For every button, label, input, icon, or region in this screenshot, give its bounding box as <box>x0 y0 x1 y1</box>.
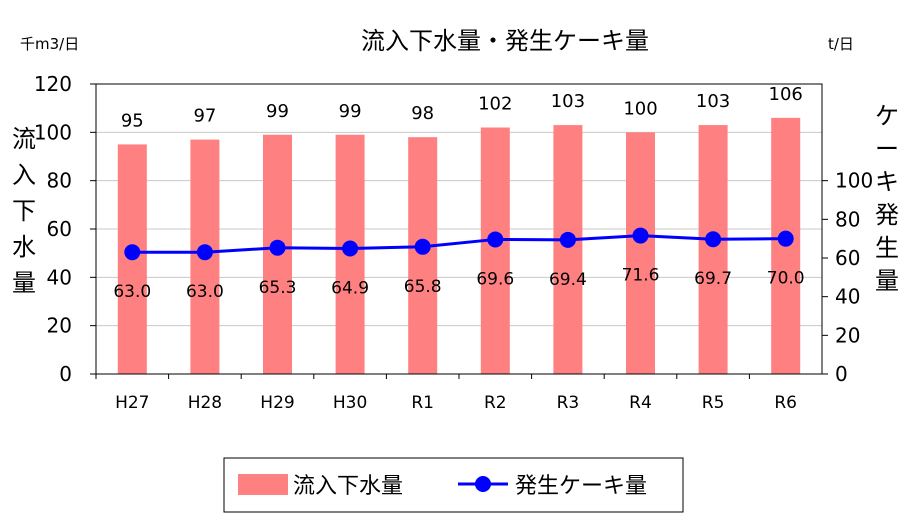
line-point <box>777 230 794 247</box>
left-tick-label: 40 <box>47 265 72 289</box>
line-value-label: 64.9 <box>331 279 369 299</box>
right-tick-label: 20 <box>835 323 860 347</box>
line-series <box>124 227 794 261</box>
legend: 流入下水量 発生ケーキ量 <box>223 457 684 513</box>
bar-value-label: 102 <box>478 94 512 115</box>
legend-line-label: 発生ケーキ量 <box>515 474 647 499</box>
line-value-label: 63.0 <box>186 282 224 302</box>
data-labels: 95 97 99 99 98 102 103 100 103 106 63.0 63.0 65.3 64.… <box>113 84 804 302</box>
line-point <box>124 244 141 261</box>
x-tick-label: R5 <box>702 393 725 413</box>
bar-value-label: 103 <box>696 91 730 112</box>
right-axis-unit: t/日 <box>828 35 854 53</box>
axis-label-char: 量 <box>12 269 36 297</box>
line-point <box>342 240 359 257</box>
line-value-label: 71.6 <box>622 266 660 286</box>
left-axis-label: 流入下水量 <box>12 125 36 297</box>
bar-series <box>117 117 801 374</box>
x-tick-label: R4 <box>629 393 652 413</box>
x-tick-label: R1 <box>411 393 434 413</box>
legend-frame <box>223 457 684 513</box>
legend-bar-label: 流入下水量 <box>293 474 403 499</box>
left-tick-label: 20 <box>47 314 72 338</box>
line-value-label: 63.0 <box>113 282 151 302</box>
line-value-label: 70.0 <box>767 269 805 289</box>
bar-value-label: 99 <box>266 101 289 122</box>
axis-label-char: 発 <box>875 201 899 229</box>
bar-value-label: 97 <box>193 106 216 127</box>
right-tick-label: 0 <box>835 362 848 386</box>
axis-label-char: ー <box>875 135 899 163</box>
right-tick-label: 60 <box>835 246 860 270</box>
axis-label-char: キ <box>875 168 899 196</box>
legend-bar-swatch <box>238 474 288 495</box>
bar <box>698 125 728 374</box>
bar <box>626 132 655 374</box>
right-tick-label: 80 <box>835 207 860 231</box>
bar <box>408 137 438 374</box>
line-point <box>632 227 649 244</box>
axis-label-char: 生 <box>875 234 899 262</box>
line-point <box>559 231 576 248</box>
left-tick-label: 60 <box>47 217 72 241</box>
bar-value-label: 95 <box>121 110 144 131</box>
legend-line-marker <box>475 476 491 492</box>
bar-value-label: 103 <box>551 91 585 112</box>
x-tick-label: R2 <box>484 393 507 413</box>
line-point <box>269 239 286 256</box>
axis-label-char: 下 <box>12 197 36 225</box>
left-tick-label: 0 <box>59 362 72 386</box>
x-tick-label: R6 <box>774 393 797 413</box>
axis-label-char: 量 <box>875 267 899 295</box>
left-tick-label: 100 <box>34 120 72 144</box>
bar-value-label: 99 <box>339 101 362 122</box>
x-tick-label: H29 <box>260 393 294 413</box>
axis-label-char: 入 <box>12 161 36 189</box>
bar-value-label: 106 <box>769 84 803 105</box>
series-line <box>132 234 786 254</box>
line-value-label: 69.4 <box>549 270 587 290</box>
bar-value-label: 98 <box>411 103 434 124</box>
bar <box>553 125 583 374</box>
x-tick-label: H27 <box>115 393 149 413</box>
axis-label-char: 流 <box>12 125 36 153</box>
line-value-label: 69.6 <box>476 269 514 289</box>
chart-title: 流入下水量・発生ケーキ量 <box>361 27 649 55</box>
x-tick-label: H30 <box>333 393 367 413</box>
left-tick-label: 120 <box>34 72 72 96</box>
right-tick-label: 40 <box>835 285 860 309</box>
line-point <box>705 231 722 248</box>
left-tick-label: 80 <box>47 169 72 193</box>
axis-label-char: ケ <box>875 102 899 130</box>
x-tick-label: R3 <box>557 393 580 413</box>
line-point <box>414 238 431 255</box>
bar <box>480 127 510 374</box>
bar-value-label: 100 <box>623 98 657 119</box>
right-tick-label: 100 <box>835 169 873 193</box>
line-value-label: 69.7 <box>694 269 732 289</box>
left-axis-unit: 千m3/日 <box>20 35 79 53</box>
line-value-label: 65.3 <box>259 278 297 298</box>
x-tick-label: H28 <box>188 393 222 413</box>
line-point <box>487 231 504 248</box>
axes: 0 20 40 60 80 100 120 0 20 40 60 80 100 H27 H28 H29 H30 R… <box>34 72 873 413</box>
line-value-label: 65.8 <box>404 277 442 297</box>
axis-label-char: 水 <box>12 233 36 261</box>
line-point <box>196 244 213 261</box>
